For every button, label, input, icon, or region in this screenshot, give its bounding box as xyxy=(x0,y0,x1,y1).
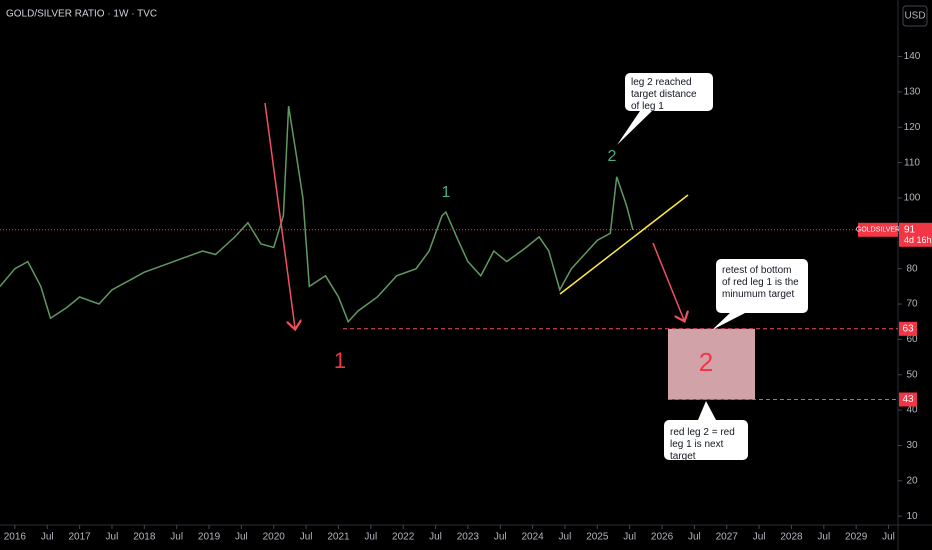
y-tick-label: 70 xyxy=(906,299,918,310)
chart-title: GOLD/SILVER RATIO · 1W · TVC xyxy=(6,9,157,20)
x-tick-label: Jul xyxy=(882,532,895,543)
x-tick-label: 2022 xyxy=(392,532,415,543)
level-tag xyxy=(899,392,917,407)
price-line xyxy=(0,105,634,324)
red-arrow xyxy=(652,242,684,320)
target-zone-label: 2 xyxy=(699,347,713,377)
level-tag-label: 43 xyxy=(902,394,914,405)
countdown: 4d 16h xyxy=(904,235,932,245)
callout-pointer xyxy=(617,111,652,145)
wave-label: 1 xyxy=(334,348,346,373)
currency-button[interactable] xyxy=(902,5,928,27)
symbol-tag xyxy=(858,222,898,237)
red-arrow xyxy=(264,102,295,328)
x-tick-label: Jul xyxy=(106,532,119,543)
x-tick-label: 2019 xyxy=(198,532,221,543)
y-tick-label: 40 xyxy=(906,405,918,416)
y-tick-label: 30 xyxy=(906,440,918,451)
y-tick-label: 80 xyxy=(906,263,918,274)
x-tick-label: 2016 xyxy=(4,532,27,543)
x-tick-label: Jul xyxy=(559,532,572,543)
x-tick-label: Jul xyxy=(41,532,54,543)
x-tick-label: 2018 xyxy=(133,532,156,543)
symbol-tag-label: GOLDSILVER xyxy=(856,227,900,234)
x-tick-label: 2029 xyxy=(845,532,868,543)
x-tick-label: Jul xyxy=(688,532,701,543)
x-tick-label: Jul xyxy=(170,532,183,543)
y-tick-label: 130 xyxy=(904,87,921,98)
y-tick-label: 120 xyxy=(904,122,921,133)
y-tick-label: 50 xyxy=(906,369,918,380)
callout-pointer xyxy=(712,313,745,330)
x-tick-label: Jul xyxy=(494,532,507,543)
trend-line xyxy=(559,194,689,295)
x-tick-label: Jul xyxy=(429,532,442,543)
y-tick-label: 140 xyxy=(904,51,921,62)
y-tick-label: 60 xyxy=(906,334,918,345)
x-tick-label: 2023 xyxy=(457,532,480,543)
x-tick-label: 2026 xyxy=(651,532,674,543)
x-tick-label: Jul xyxy=(235,532,248,543)
wave-label: 1 xyxy=(442,184,451,201)
x-tick-label: 2020 xyxy=(263,532,286,543)
last-price-label: 91 xyxy=(904,224,916,235)
level-tag-label: 63 xyxy=(902,323,914,334)
x-tick-label: 2025 xyxy=(586,532,609,543)
last-price-tag xyxy=(899,222,932,247)
x-tick-label: 2021 xyxy=(327,532,350,543)
level-tag xyxy=(899,321,917,336)
target-zone xyxy=(668,328,755,400)
x-tick-label: Jul xyxy=(364,532,377,543)
y-tick-label: 10 xyxy=(906,511,918,522)
wave-label: 2 xyxy=(608,148,617,165)
y-tick-label: 20 xyxy=(906,475,918,486)
x-tick-label: Jul xyxy=(623,532,636,543)
x-tick-label: 2028 xyxy=(780,532,803,543)
x-tick-label: 2024 xyxy=(521,532,544,543)
callout: red leg 2 = red leg 1 is next target xyxy=(664,420,748,462)
callout: retest of bottom of red leg 1 is the min… xyxy=(716,259,808,313)
x-tick-label: Jul xyxy=(817,532,830,543)
x-tick-label: Jul xyxy=(753,532,766,543)
callout: leg 2 reached target distance of leg 1 xyxy=(625,73,713,112)
callout-pointer xyxy=(698,401,716,420)
y-tick-label: 110 xyxy=(904,157,920,168)
x-tick-label: 2027 xyxy=(716,532,739,543)
y-tick-label: 100 xyxy=(904,193,921,204)
currency[interactable]: USD xyxy=(904,11,925,22)
x-tick-label: Jul xyxy=(300,532,313,543)
x-tick-label: 2017 xyxy=(68,532,91,543)
